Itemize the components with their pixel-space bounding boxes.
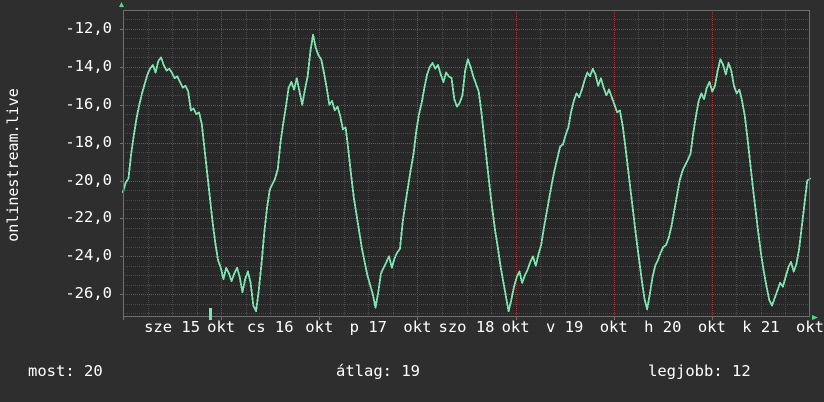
x-tick-month-label: okt xyxy=(599,318,628,336)
x-tick-month-label: okt xyxy=(796,318,824,336)
y-tick-label: -12,0 xyxy=(65,18,112,37)
x-tick-day-label: p 17 xyxy=(349,318,388,336)
y-tick-label: -20,0 xyxy=(65,170,112,189)
y-tick-label: -16,0 xyxy=(65,94,112,113)
x-axis-ticks: sze 15 okt cs 16 okt p 17 okt szo 18 okt v 19 okt… xyxy=(0,318,824,342)
y-axis-ticks: -12,0 -14,0 -16,0 -18,0 -20,0 -22,0 -24,0 -26,0 xyxy=(36,0,112,330)
chart-footer: most: 20 átlag: 19 legjobb: 12 xyxy=(0,362,824,392)
vertical-axis-label-text: onlinestream.live xyxy=(4,88,22,242)
footer-most: most: 20 xyxy=(28,362,103,380)
x-tick-day-label: cs 16 xyxy=(246,318,294,336)
x-tick-day-label: sze 15 xyxy=(144,318,201,336)
y-tick-label: -14,0 xyxy=(65,56,112,75)
x-tick-month-label: okt xyxy=(305,318,334,336)
footer-legjobb: legjobb: 12 xyxy=(648,362,751,380)
x-tick-month-label: okt xyxy=(207,318,236,336)
x-tick-month-label: okt xyxy=(403,318,432,336)
y-tick-label: -26,0 xyxy=(65,284,112,303)
x-tick-day-label: v 19 xyxy=(545,318,584,336)
x-tick-month-label: okt xyxy=(501,318,530,336)
x-tick-day-label: k 21 xyxy=(742,318,780,336)
vertical-axis-label: onlinestream.live xyxy=(0,0,28,330)
y-tick-label: -24,0 xyxy=(65,246,112,265)
footer-atlag: átlag: 19 xyxy=(336,362,420,380)
x-tick-day-label: szo 18 xyxy=(438,318,495,336)
x-tick-day-label: h 20 xyxy=(644,318,682,336)
x-tick-month-label: okt xyxy=(697,318,726,336)
y-tick-label: -22,0 xyxy=(65,208,112,227)
y-tick-label: -18,0 xyxy=(65,132,112,151)
